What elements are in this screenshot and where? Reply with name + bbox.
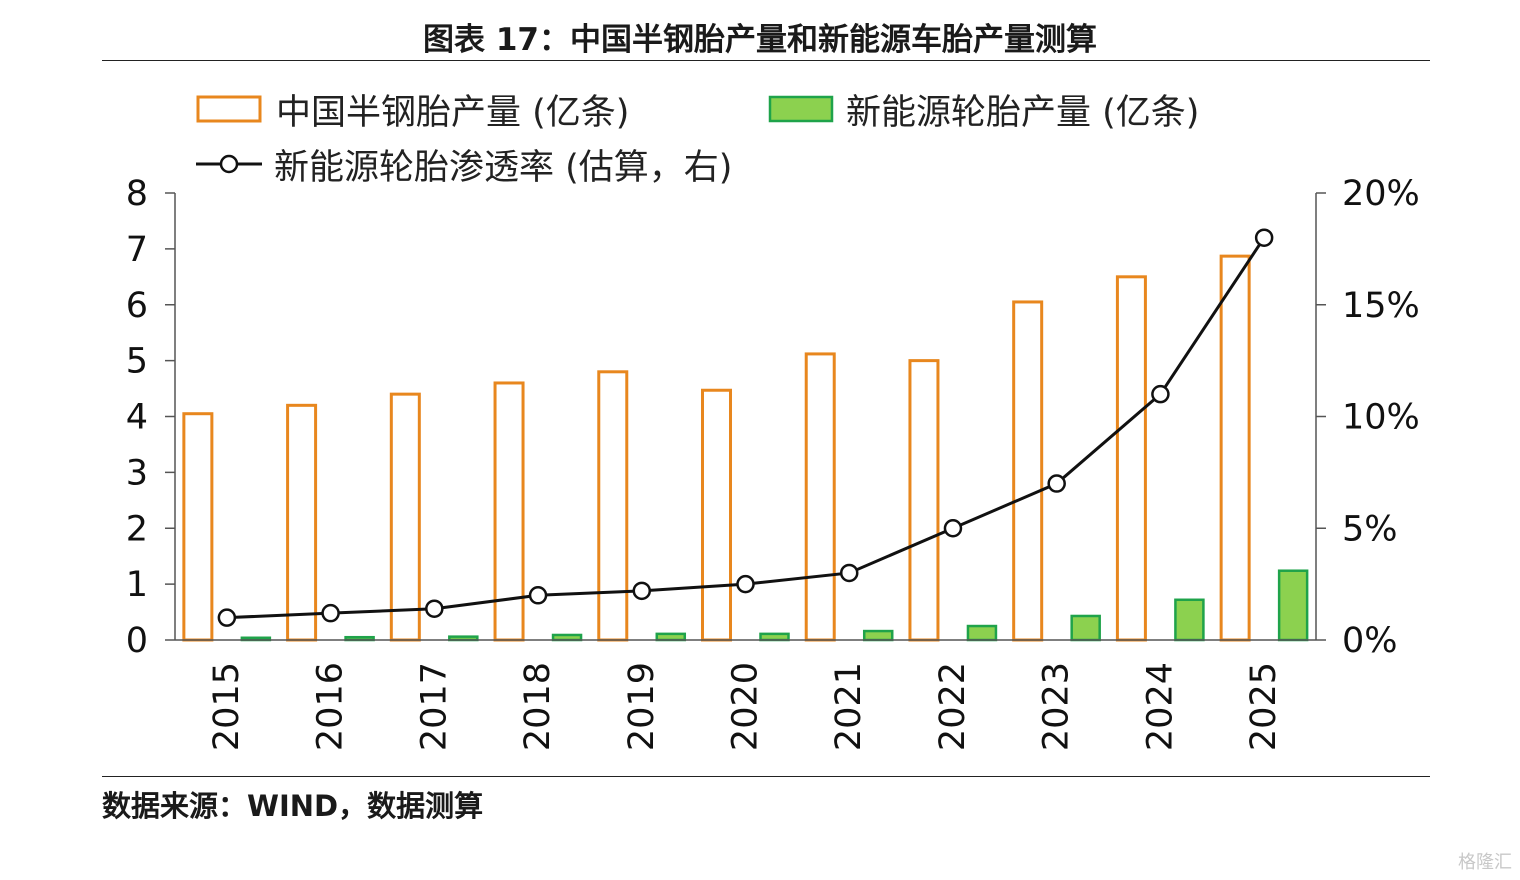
x-tick-label: 2017 xyxy=(414,662,454,751)
legend-swatch-penetration-marker xyxy=(219,154,239,174)
x-tick-label: 2021 xyxy=(829,662,869,751)
left-tick-label: 5 xyxy=(126,342,148,382)
x-tick-label: 2015 xyxy=(207,662,247,751)
watermark: 格隆汇 xyxy=(1458,852,1512,873)
penetration-line xyxy=(226,236,1266,620)
penetration-point-2023 xyxy=(1047,474,1066,493)
x-tick-label: 2023 xyxy=(1037,662,1077,751)
x-tick-label: 2024 xyxy=(1140,662,1180,751)
bar-semisteel-2016 xyxy=(286,403,318,642)
bars xyxy=(182,254,1309,642)
bar-nev-tire-2022 xyxy=(966,624,998,642)
bar-nev-tire-2024 xyxy=(1174,598,1205,642)
left-tick-label: 7 xyxy=(126,230,148,270)
x-tick-label: 2025 xyxy=(1244,662,1284,751)
bar-nev-tire-2023 xyxy=(1070,614,1101,642)
x-tick-label: 2022 xyxy=(933,662,973,751)
right-axis: 0% 5% 10% 15% 20% xyxy=(1315,174,1420,661)
bar-nev-tire-2020 xyxy=(759,632,790,642)
penetration-point-2015 xyxy=(217,608,237,627)
left-tick-label: 1 xyxy=(126,565,148,605)
legend-swatch-nev-tire xyxy=(768,95,834,123)
legend-swatch-semisteel xyxy=(196,95,262,123)
x-tick-label: 2020 xyxy=(726,662,766,751)
bar-semisteel-2015 xyxy=(182,412,214,642)
x-tick-label: 2018 xyxy=(518,662,558,751)
x-tick-label: 2019 xyxy=(622,662,662,751)
x-tick-label: 2016 xyxy=(311,662,351,751)
bar-semisteel-2019 xyxy=(597,370,629,642)
penetration-point-2025 xyxy=(1254,228,1274,247)
right-tick-label: 10% xyxy=(1342,398,1420,438)
penetration-point-2019 xyxy=(632,581,652,601)
right-tick-label: 0% xyxy=(1342,621,1398,661)
right-tick-label: 5% xyxy=(1342,509,1398,549)
bar-semisteel-2022 xyxy=(908,359,940,642)
bar-semisteel-2017 xyxy=(389,392,421,642)
penetration-point-2024 xyxy=(1151,384,1170,404)
penetration-point-2022 xyxy=(943,519,963,538)
left-tick-label: 6 xyxy=(126,286,148,326)
right-tick-label: 15% xyxy=(1342,286,1420,326)
bar-semisteel-2020 xyxy=(701,388,732,642)
left-tick-label: 4 xyxy=(126,398,148,438)
penetration-point-2017 xyxy=(425,599,444,618)
bar-semisteel-2025 xyxy=(1219,254,1251,642)
legend-label-semisteel: 中国半钢胎产量 (亿条) xyxy=(276,93,629,133)
left-tick-label: 3 xyxy=(126,453,148,493)
left-tick-label: 2 xyxy=(126,509,148,549)
penetration-point-2021 xyxy=(839,563,859,583)
bar-nev-tire-2019 xyxy=(655,632,687,642)
penetration-point-2016 xyxy=(321,603,340,623)
legend-label-penetration: 新能源轮胎渗透率 (估算，右) xyxy=(274,148,732,188)
bar-nev-tire-2025 xyxy=(1277,569,1309,642)
left-axis: 0 1 2 3 4 5 6 7 8 xyxy=(126,174,176,661)
left-tick-label: 0 xyxy=(126,621,148,661)
penetration-point-2020 xyxy=(736,574,755,594)
bar-nev-tire-2021 xyxy=(862,629,894,642)
left-tick-label: 8 xyxy=(126,174,148,214)
top-rule xyxy=(102,60,1430,61)
source-note: 数据来源：WIND，数据测算 xyxy=(102,789,484,823)
legend-label-nev-tire: 新能源轮胎产量 (亿条) xyxy=(846,93,1199,133)
bar-semisteel-2023 xyxy=(1012,300,1044,642)
legend: 中国半钢胎产量 (亿条) 新能源轮胎产量 (亿条) 新能源轮胎渗透率 (估算，右) xyxy=(196,93,1199,188)
bottom-rule xyxy=(102,776,1430,777)
x-axis: 2015 2016 2017 2018 2019 2020 2021 2022 2023 2024… xyxy=(175,639,1316,751)
bar-semisteel-2021 xyxy=(804,352,836,642)
chart-title: 图表 17：中国半钢胎产量和新能源车胎产量测算 xyxy=(423,22,1097,58)
penetration-point-2018 xyxy=(528,586,548,605)
bar-nev-tire-2018 xyxy=(551,633,583,642)
right-tick-label: 20% xyxy=(1342,174,1420,214)
line-series xyxy=(217,228,1274,627)
bar-semisteel-2024 xyxy=(1115,275,1147,642)
